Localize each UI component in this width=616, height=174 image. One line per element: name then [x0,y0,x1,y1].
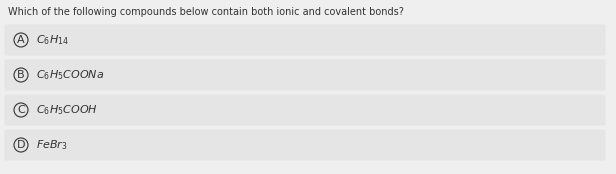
Text: $C_{6}H_{14}$: $C_{6}H_{14}$ [36,33,69,47]
Text: $C_{6}H_{5}COOH$: $C_{6}H_{5}COOH$ [36,103,98,117]
FancyBboxPatch shape [4,94,606,125]
Text: B: B [17,70,25,80]
Text: Which of the following compounds below contain both ionic and covalent bonds?: Which of the following compounds below c… [8,7,404,17]
FancyBboxPatch shape [4,60,606,90]
Text: $FeBr_{3}$: $FeBr_{3}$ [36,138,68,152]
Text: A: A [17,35,25,45]
Text: D: D [17,140,25,150]
Text: C: C [17,105,25,115]
FancyBboxPatch shape [4,129,606,160]
Text: $C_{6}H_{5}COONa$: $C_{6}H_{5}COONa$ [36,68,104,82]
FancyBboxPatch shape [4,25,606,56]
